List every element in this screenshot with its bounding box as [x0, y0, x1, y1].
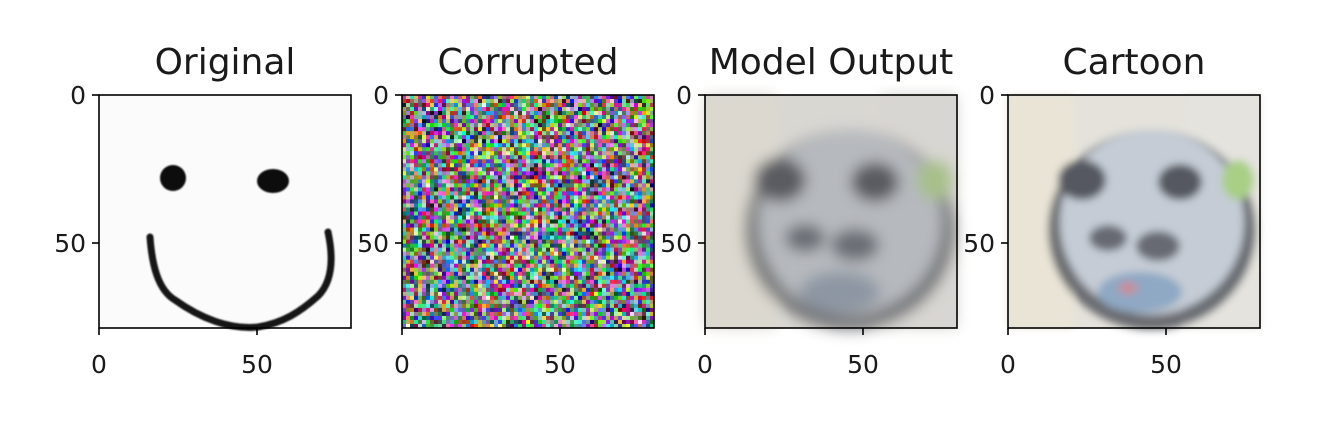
axes-frame	[704, 94, 958, 329]
image-dog-blurry	[705, 95, 957, 330]
y-tick-50: 50	[357, 229, 389, 258]
right-eye	[257, 169, 289, 193]
image-noise	[402, 95, 655, 329]
panel-original: Original 0 50 0 50	[54, 42, 352, 379]
y-tick-50: 50	[963, 229, 995, 258]
y-tick-0: 0	[979, 81, 995, 110]
panel-corrupted: Corrupted 0 50 0 50	[357, 42, 655, 379]
x-tick-0: 0	[697, 350, 713, 379]
smile-mouth	[146, 228, 335, 331]
y-tick-0: 0	[373, 81, 389, 110]
x-tick-0: 0	[91, 350, 107, 379]
axes-frame	[1007, 94, 1261, 329]
panel-title: Cartoon	[1063, 42, 1206, 83]
image-original-smiley	[99, 95, 351, 331]
panel-title: Model Output	[709, 42, 954, 83]
axes-frame	[401, 94, 655, 329]
left-eye	[160, 165, 186, 191]
y-tick-50: 50	[660, 229, 692, 258]
x-tick-0: 0	[394, 350, 410, 379]
panel-title: Corrupted	[438, 42, 619, 83]
x-tick-50: 50	[847, 350, 879, 379]
x-tick-50: 50	[1150, 350, 1182, 379]
y-tick-0: 0	[70, 81, 86, 110]
x-tick-0: 0	[1000, 350, 1016, 379]
panel-title: Original	[155, 42, 296, 83]
x-tick-50: 50	[241, 350, 273, 379]
image-dog-cartoon	[1008, 95, 1260, 330]
axes-frame	[98, 94, 352, 329]
panel-cartoon: Cartoon 0 50 0 50	[963, 42, 1261, 379]
x-tick-50: 50	[544, 350, 576, 379]
y-tick-0: 0	[676, 81, 692, 110]
panel-model-output: Model Output 0 50 0 50	[660, 42, 958, 379]
y-tick-50: 50	[54, 229, 86, 258]
